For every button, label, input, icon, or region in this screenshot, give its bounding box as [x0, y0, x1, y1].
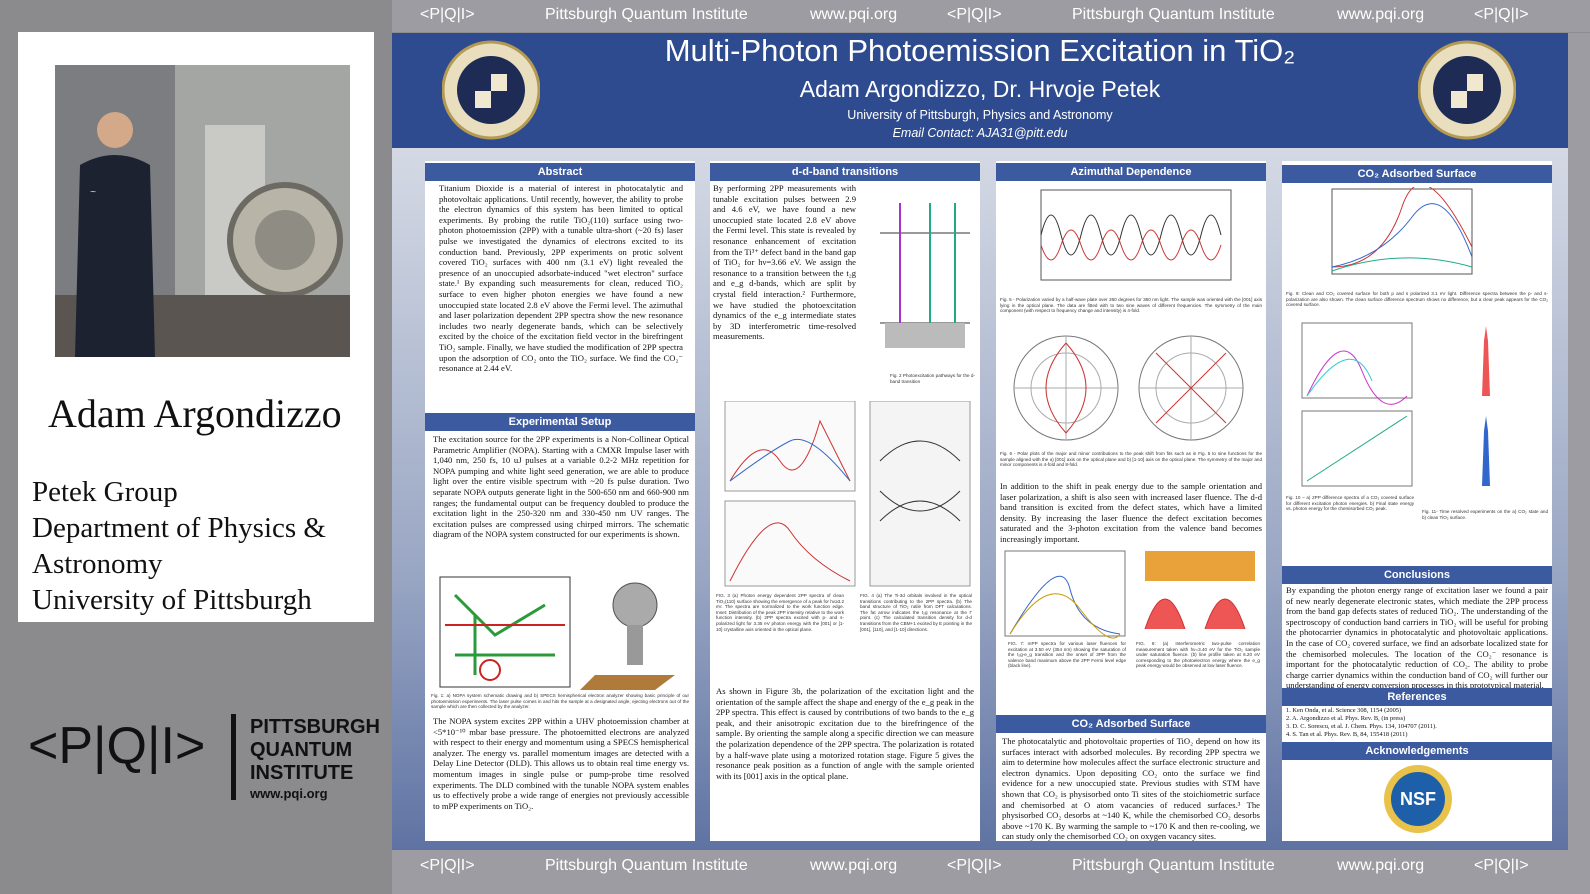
margin [1568, 33, 1590, 850]
figure [1013, 335, 1244, 441]
banner-logo: <P|Q|I> [947, 857, 1002, 874]
section-heading: CO₂ Adsorbed Surface [1282, 165, 1552, 183]
top-banner: <P|Q|I> Pittsburgh Quantum Institute www.p… [392, 0, 1590, 32]
paragraph: The photocatalytic and photovoltaic prop… [1002, 736, 1260, 842]
banner-url: www.pqi.org [1337, 857, 1425, 874]
pqi-mark: <P|Q|I> [28, 717, 206, 775]
header: Multi-Photon Photoemission Excitation in… [392, 33, 1568, 148]
banner-logo: <P|Q|I> [1474, 6, 1529, 23]
seal [442, 40, 540, 140]
section-heading: Experimental Setup [425, 413, 695, 431]
section-heading: References [1282, 688, 1552, 706]
person-name: Adam Argondizzo [48, 391, 342, 436]
section-heading: CO₂ Adsorbed Surface [996, 715, 1266, 733]
section-heading: Abstract [425, 163, 695, 181]
nsf-text: NSF [1400, 789, 1436, 809]
pqi-line: INSTITUTE [250, 762, 354, 784]
seal [1418, 40, 1516, 140]
banner-url: www.pqi.org [810, 6, 898, 23]
section-heading: d-d-band transitions [710, 163, 980, 181]
banner-logo: <P|Q|I> [420, 857, 475, 874]
column: CO₂ Adsorbed Surface Fig. 9: Clean and C… [1282, 161, 1552, 841]
figure [880, 203, 970, 348]
authors: Adam Argondizzo, Dr. Hrvoje Petek [799, 76, 1161, 102]
caption: FIG. 4 (a) The Ti-3d orbitals involved i… [860, 593, 972, 632]
caption: Fig. 11- Time resolved experiments on th… [1422, 509, 1548, 520]
banner-institute: Pittsburgh Quantum Institute [1072, 6, 1275, 23]
bottom-banner: <P|Q|I> Pittsburgh Quantum Institute www.p… [392, 850, 1590, 894]
paragraph: As shown in Figure 3b, the polarization … [716, 686, 974, 781]
caption: Fig. 5 - Polarization varied by a half-w… [1000, 297, 1262, 314]
banner-logo: <P|Q|I> [420, 6, 475, 23]
column: d-d-band transitions By performing 2PP m… [710, 161, 980, 841]
paragraph: Titanium Dioxide is a material of intere… [439, 183, 683, 374]
poster-title: Multi-Photon Photoemission Excitation in… [664, 33, 1296, 68]
paragraph: By expanding the photon energy range of … [1286, 585, 1548, 691]
column: Abstract Titanium Dioxide is a material … [425, 161, 695, 841]
figure [1004, 550, 1255, 639]
reference: 4. S. Tan et al. Phys. Rev. B, 84, 15541… [1286, 731, 1408, 738]
section-heading: Azimuthal Dependence [996, 163, 1266, 181]
caption: FIG. 7: mPP spectra for various laser fl… [1008, 641, 1126, 669]
section-heading: Acknowledgements [1282, 742, 1552, 760]
pqi-line: QUANTUM [250, 739, 353, 761]
paragraph: The excitation source for the 2PP experi… [433, 434, 689, 540]
section-heading: Conclusions [1282, 566, 1552, 584]
caption: FIG. 8: (a) Interferometric two-pulse co… [1136, 641, 1260, 669]
photo: ~ [55, 65, 350, 357]
reference: 1. Ken Onda, et al. Science 308, 1154 (2… [1286, 707, 1402, 714]
caption: Fig. 1: a) NOPA system schematic drawing… [431, 693, 689, 710]
svg-text:~: ~ [90, 187, 96, 198]
figure [1301, 322, 1537, 487]
nsf-logo: NSF [1384, 765, 1452, 833]
banner-logo: <P|Q|I> [947, 6, 1002, 23]
figure [1331, 187, 1473, 275]
institution: University of Pittsburgh, Physics and As… [847, 108, 1113, 122]
column: Azimuthal Dependence Fig. 5 - Polarizati… [996, 161, 1266, 841]
caption: Fig. 10 – a) 2PP difference spectra of a… [1286, 495, 1414, 512]
affiliation-line: Department of Physics & Astronomy [32, 512, 326, 580]
paragraph: By performing 2PP measurements with tuna… [713, 183, 856, 342]
banner-logo: <P|Q|I> [1474, 857, 1529, 874]
affiliation-line: University of Pittsburgh [32, 584, 312, 616]
divider [231, 714, 236, 800]
caption: Fig. 6 - Polar plots of the major and mi… [1000, 451, 1262, 468]
affiliation-line: Petek Group [32, 476, 178, 508]
caption: FIG. 3 (a) Photon energy dependent 2PP s… [716, 593, 844, 632]
banner-url: www.pqi.org [1337, 6, 1425, 23]
pqi-line: PITTSBURGH [250, 716, 380, 738]
affiliation: Petek Group Department of Physics & Astr… [32, 474, 362, 618]
figure [1040, 189, 1232, 281]
figure [724, 401, 971, 587]
pqi-name: PITTSBURGH QUANTUM INSTITUTE www.pqi.org [250, 716, 380, 803]
banner-url: www.pqi.org [810, 857, 898, 874]
profile-card: ~ Adam Argondizzo Petek Group Department… [18, 32, 374, 622]
banner-institute: Pittsburgh Quantum Institute [545, 6, 748, 23]
pqi-url: www.pqi.org [250, 786, 328, 801]
banner-institute: Pittsburgh Quantum Institute [1072, 857, 1275, 874]
figure [439, 576, 675, 690]
email: Email Contact: AJA31@pitt.edu [892, 126, 1068, 140]
caption: Fig. 2 Photoexcitation pathways for the … [890, 373, 975, 384]
reference-list: 1. Ken Onda, et al. Science 308, 1154 (2… [1286, 707, 1548, 739]
paragraph: The NOPA system excites 2PP within a UHV… [433, 716, 689, 811]
reference: 3. D. C. Sorescu, et al. J. Chem. Phys. … [1286, 723, 1437, 730]
caption: Fig. 9: Clean and CO₂ covered surface fo… [1286, 291, 1548, 308]
reference: 2. A. Argondizzo et al. Phys. Rev. B, (i… [1286, 715, 1406, 722]
pqi-logo: <P|Q|I> PITTSBURGH QUANTUM INSTITUTE www… [28, 708, 388, 808]
paragraph: In addition to the shift in peak energy … [1000, 481, 1262, 544]
banner-institute: Pittsburgh Quantum Institute [545, 857, 748, 874]
